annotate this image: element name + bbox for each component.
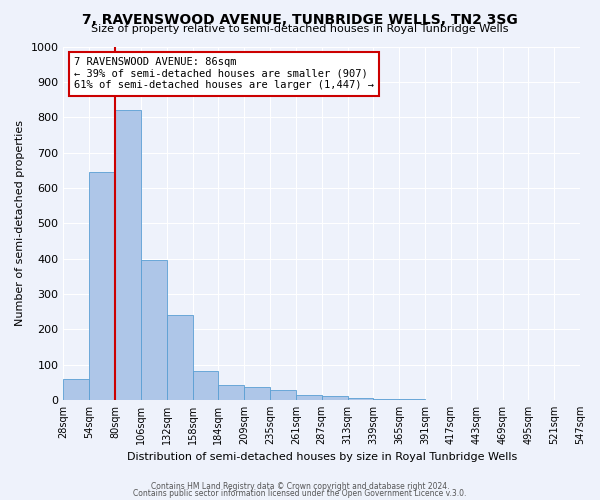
- Bar: [373, 399, 399, 400]
- Bar: [270, 390, 296, 400]
- Y-axis label: Number of semi-detached properties: Number of semi-detached properties: [15, 120, 25, 326]
- Bar: [399, 399, 425, 400]
- Bar: [218, 385, 244, 400]
- Bar: [115, 110, 141, 400]
- Text: Size of property relative to semi-detached houses in Royal Tunbridge Wells: Size of property relative to semi-detach…: [91, 24, 509, 34]
- Bar: [322, 396, 347, 400]
- Bar: [193, 370, 218, 400]
- Bar: [296, 394, 322, 400]
- Text: 7 RAVENSWOOD AVENUE: 86sqm
← 39% of semi-detached houses are smaller (907)
61% o: 7 RAVENSWOOD AVENUE: 86sqm ← 39% of semi…: [74, 57, 374, 90]
- Bar: [167, 315, 193, 400]
- Text: 7, RAVENSWOOD AVENUE, TUNBRIDGE WELLS, TN2 3SG: 7, RAVENSWOOD AVENUE, TUNBRIDGE WELLS, T…: [82, 12, 518, 26]
- Text: Contains HM Land Registry data © Crown copyright and database right 2024.: Contains HM Land Registry data © Crown c…: [151, 482, 449, 491]
- Bar: [347, 398, 373, 400]
- Bar: [89, 172, 115, 400]
- Bar: [244, 386, 270, 400]
- Text: Contains public sector information licensed under the Open Government Licence v.: Contains public sector information licen…: [133, 488, 467, 498]
- Bar: [141, 260, 167, 400]
- X-axis label: Distribution of semi-detached houses by size in Royal Tunbridge Wells: Distribution of semi-detached houses by …: [127, 452, 517, 462]
- Bar: [64, 378, 89, 400]
